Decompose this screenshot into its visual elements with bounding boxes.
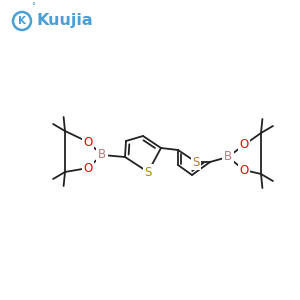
Text: K: K (18, 16, 26, 26)
Text: S: S (192, 155, 200, 169)
Text: O: O (239, 164, 249, 176)
Text: Kuujia: Kuujia (36, 14, 93, 28)
Text: O: O (83, 161, 93, 175)
Text: O: O (83, 136, 93, 148)
Text: B: B (224, 151, 232, 164)
Text: O: O (239, 139, 249, 152)
Text: B: B (98, 148, 106, 161)
Text: °: ° (32, 2, 35, 11)
Text: S: S (144, 166, 152, 178)
